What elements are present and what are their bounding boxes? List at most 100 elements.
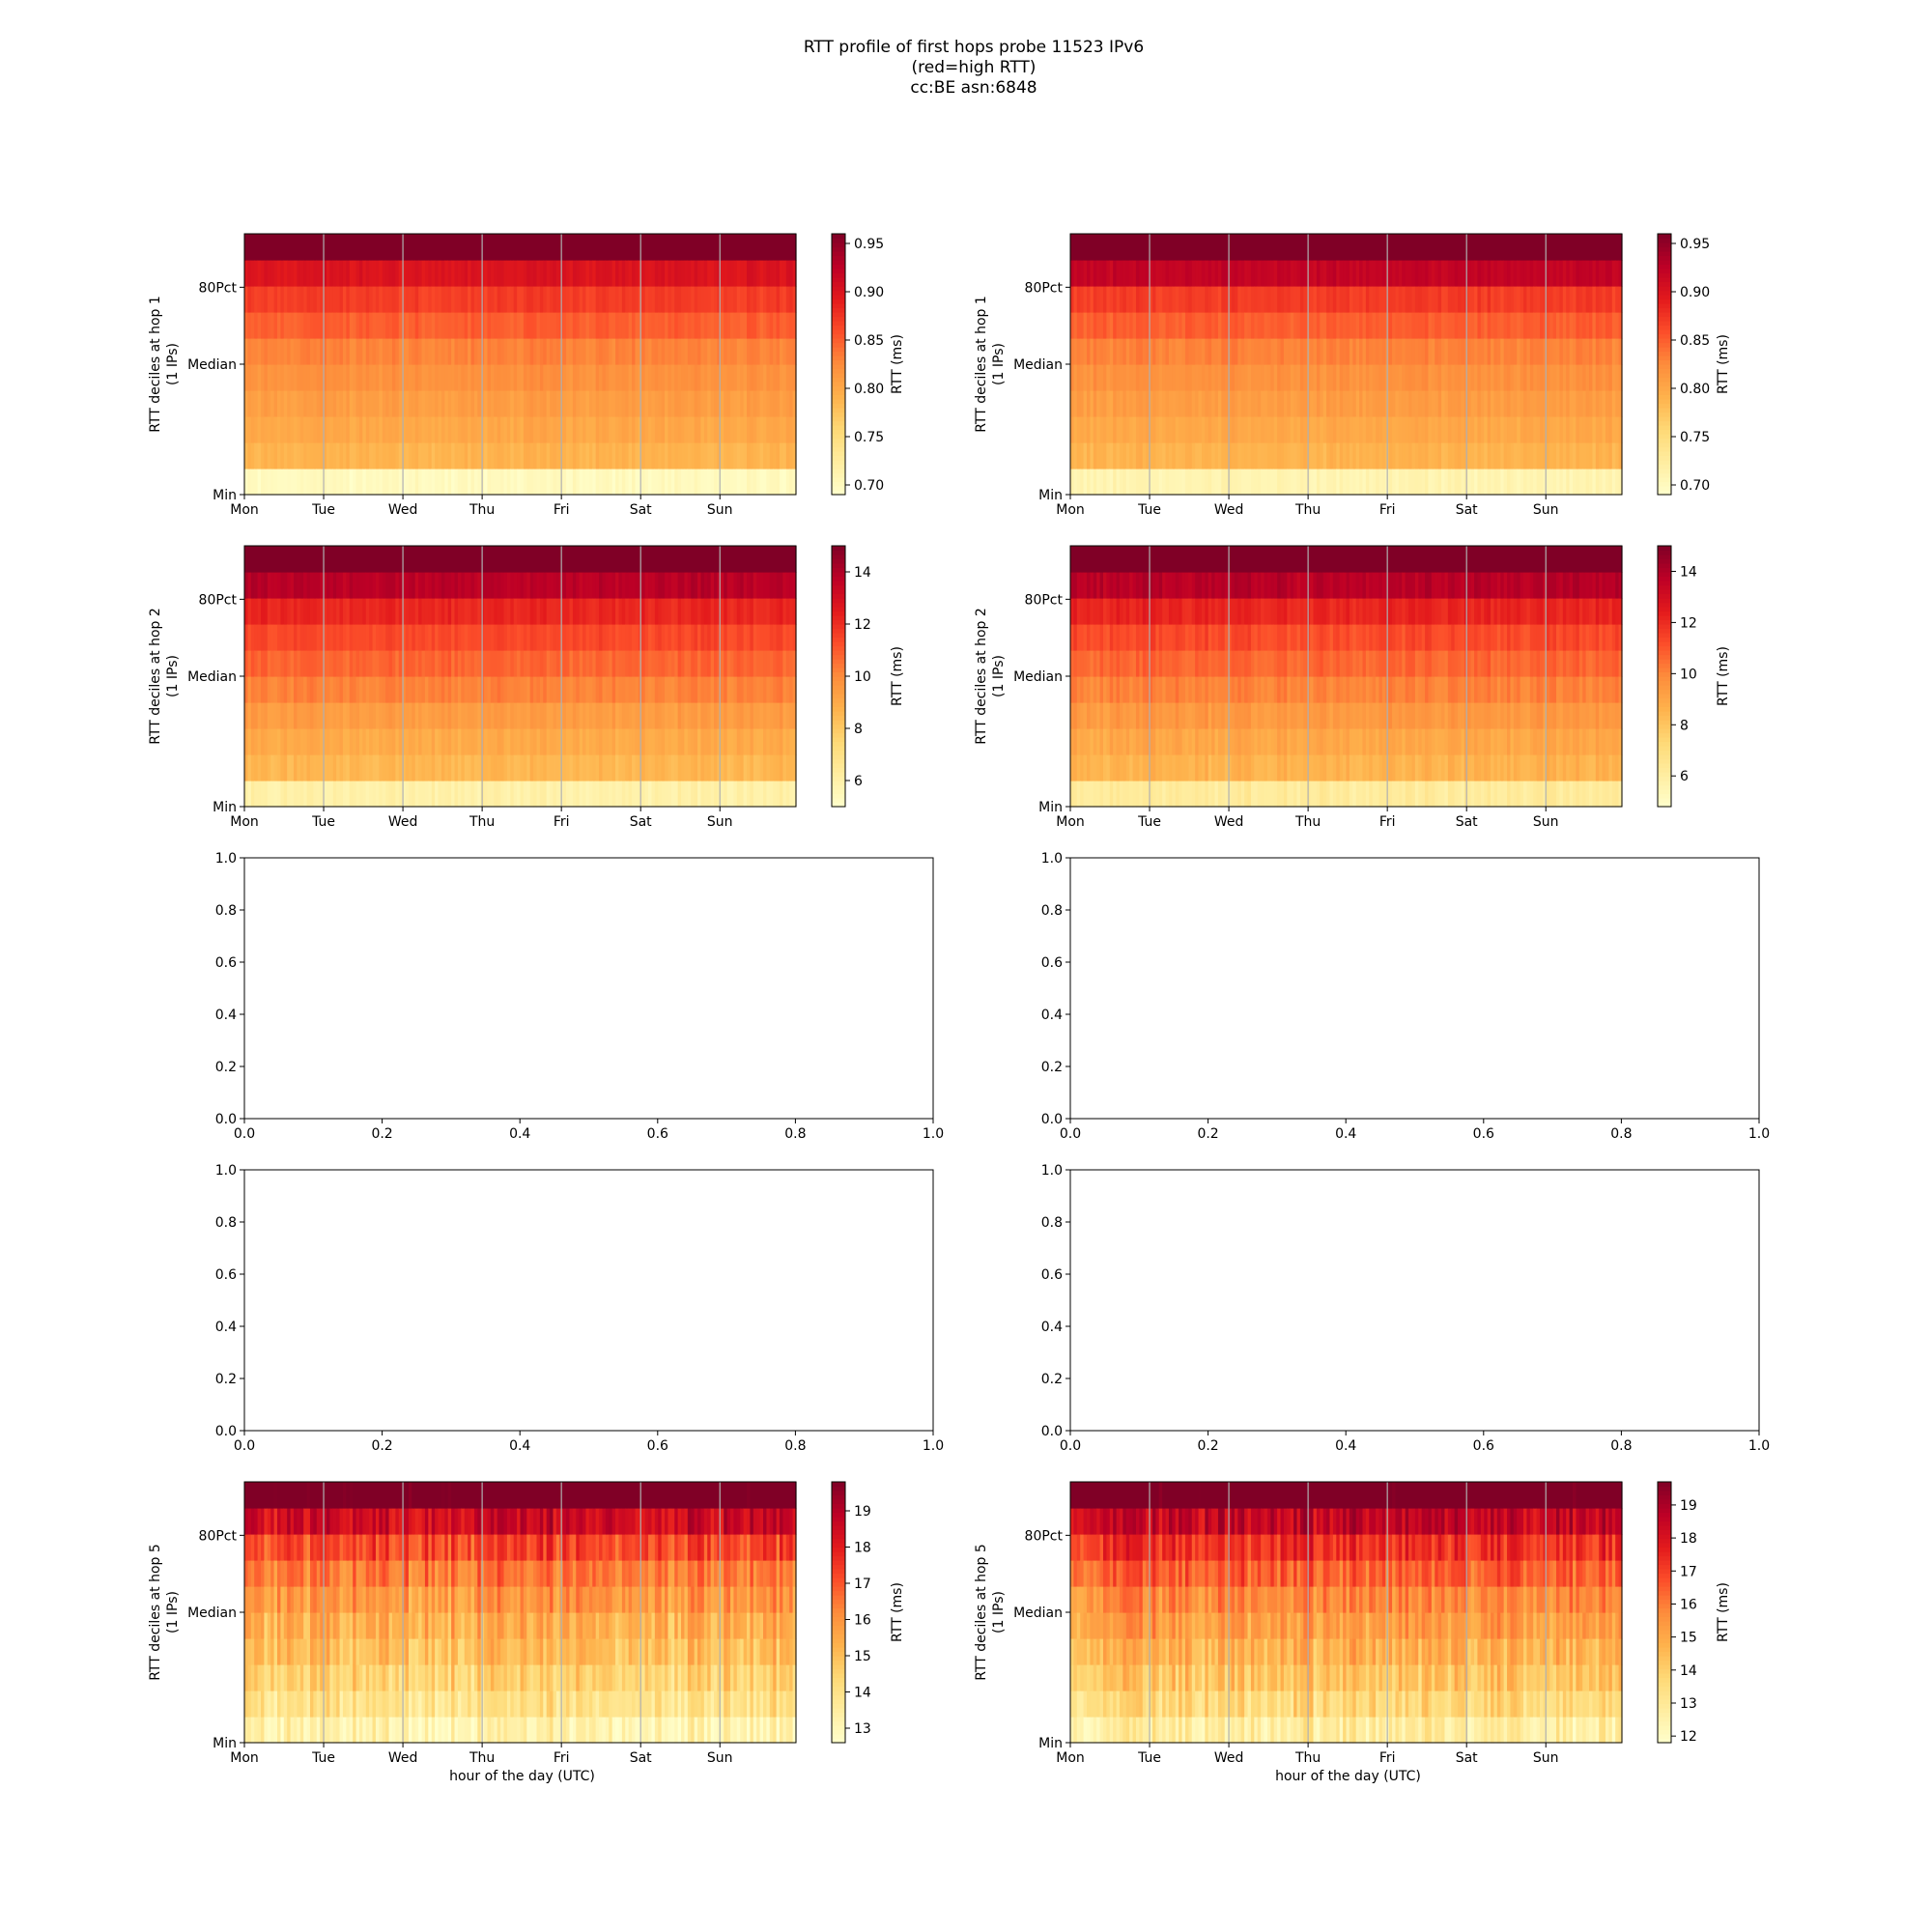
heatmap-cell: [513, 416, 518, 443]
heatmap-cell: [362, 286, 367, 313]
heatmap-cell: [1188, 312, 1193, 339]
heatmap-cell: [431, 416, 436, 443]
heatmap-cell: [730, 312, 735, 339]
heatmap-cell: [529, 286, 534, 313]
heatmap-cell: [691, 416, 696, 443]
heatmap-cell: [494, 469, 498, 496]
heatmap-cell: [303, 442, 308, 469]
heatmap-cell: [625, 234, 630, 261]
heatmap-cell: [553, 390, 557, 417]
heatmap-cell: [520, 442, 525, 469]
colorbar-segment: [1658, 390, 1671, 396]
heatmap-cell: [569, 390, 574, 417]
heatmap-cell: [1313, 390, 1318, 417]
heatmap-cell: [293, 390, 298, 417]
heatmap-cell: [388, 650, 393, 677]
heatmap-cell: [254, 286, 259, 313]
heatmap-cell: [700, 442, 705, 469]
colorbar-label: RTT (ms): [1716, 334, 1731, 394]
heatmap-cell: [776, 260, 781, 287]
heatmap-cell: [730, 338, 735, 365]
heatmap-cell: [703, 312, 708, 339]
heatmap-cell: [1316, 312, 1321, 339]
heatmap-cell: [648, 234, 653, 261]
heatmap-cell: [313, 390, 318, 417]
heatmap-cell: [1418, 234, 1423, 261]
heatmap-cell: [244, 469, 248, 496]
y-axis-label: RTT deciles at hop 1: [974, 296, 989, 433]
heatmap-cell: [670, 234, 675, 261]
heatmap-cell: [1320, 312, 1324, 339]
heatmap-cell: [382, 469, 386, 496]
heatmap-cell: [487, 260, 492, 287]
heatmap-cell: [536, 469, 541, 496]
heatmap-cell: [1119, 442, 1123, 469]
heatmap-cell: [1326, 442, 1331, 469]
heatmap-cell: [313, 312, 318, 339]
heatmap-cell: [605, 312, 610, 339]
heatmap-cell: [293, 469, 298, 496]
heatmap-cell: [276, 754, 281, 781]
heatmap-cell: [1090, 286, 1094, 313]
heatmap-cell: [503, 312, 508, 339]
heatmap-cell: [1188, 234, 1193, 261]
heatmap-cell: [684, 364, 689, 391]
heatmap-cell: [316, 286, 321, 313]
heatmap-cell: [355, 260, 360, 287]
heatmap-cell: [1343, 390, 1348, 417]
heatmap-cell: [785, 442, 790, 469]
heatmap-cell: [1359, 234, 1364, 261]
heatmap-cell: [1191, 260, 1196, 287]
heatmap-cell: [431, 364, 436, 391]
heatmap-cell: [412, 260, 416, 287]
heatmap-cell: [1168, 312, 1173, 339]
heatmap-cell: [1280, 390, 1285, 417]
heatmap-cell: [1280, 338, 1285, 365]
heatmap-cell: [1165, 442, 1170, 469]
heatmap-cell: [1195, 338, 1200, 365]
heatmap-cell: [1372, 442, 1377, 469]
heatmap-cell: [648, 364, 653, 391]
heatmap-cell: [358, 312, 363, 339]
heatmap-cell: [313, 260, 318, 287]
heatmap-cell: [372, 286, 377, 313]
heatmap-cell: [694, 416, 698, 443]
heatmap-cell: [714, 469, 719, 496]
heatmap-cell: [454, 286, 459, 313]
y-tick-label: Min: [213, 488, 237, 503]
heatmap-cell: [273, 364, 278, 391]
heatmap-cell: [1139, 338, 1144, 365]
heatmap-cell: [1158, 234, 1163, 261]
heatmap-cell: [1221, 312, 1226, 339]
heatmap-cell: [621, 286, 626, 313]
heatmap-cell: [405, 469, 410, 496]
heatmap-cell: [1129, 234, 1134, 261]
colorbar-tick-label: 0.70: [1680, 478, 1710, 494]
heatmap-cell: [569, 364, 574, 391]
heatmap-cell: [1405, 390, 1409, 417]
heatmap-cell: [641, 260, 646, 287]
colorbar-segment: [832, 486, 845, 492]
heatmap-cell: [395, 312, 400, 339]
heatmap-cell: [595, 260, 600, 287]
heatmap-cell: [1076, 234, 1081, 261]
heatmap-cell: [267, 416, 271, 443]
heatmap-cell: [349, 364, 354, 391]
heatmap-cell: [444, 650, 449, 677]
heatmap-cell: [264, 469, 269, 496]
heatmap-cell: [365, 416, 370, 443]
heatmap-cell: [1411, 416, 1416, 443]
heatmap-cell: [714, 234, 719, 261]
heatmap-cell: [385, 390, 390, 417]
heatmap-cell: [611, 469, 616, 496]
heatmap-cell: [1280, 260, 1285, 287]
heatmap-cell: [1149, 260, 1153, 287]
heatmap-cell: [1372, 469, 1377, 496]
heatmap-cell: [1352, 416, 1357, 443]
heatmap-cell: [1362, 312, 1367, 339]
heatmap-cell: [1336, 416, 1341, 443]
heatmap-cell: [1280, 442, 1285, 469]
heatmap-cell: [766, 364, 771, 391]
heatmap-cell: [773, 390, 778, 417]
